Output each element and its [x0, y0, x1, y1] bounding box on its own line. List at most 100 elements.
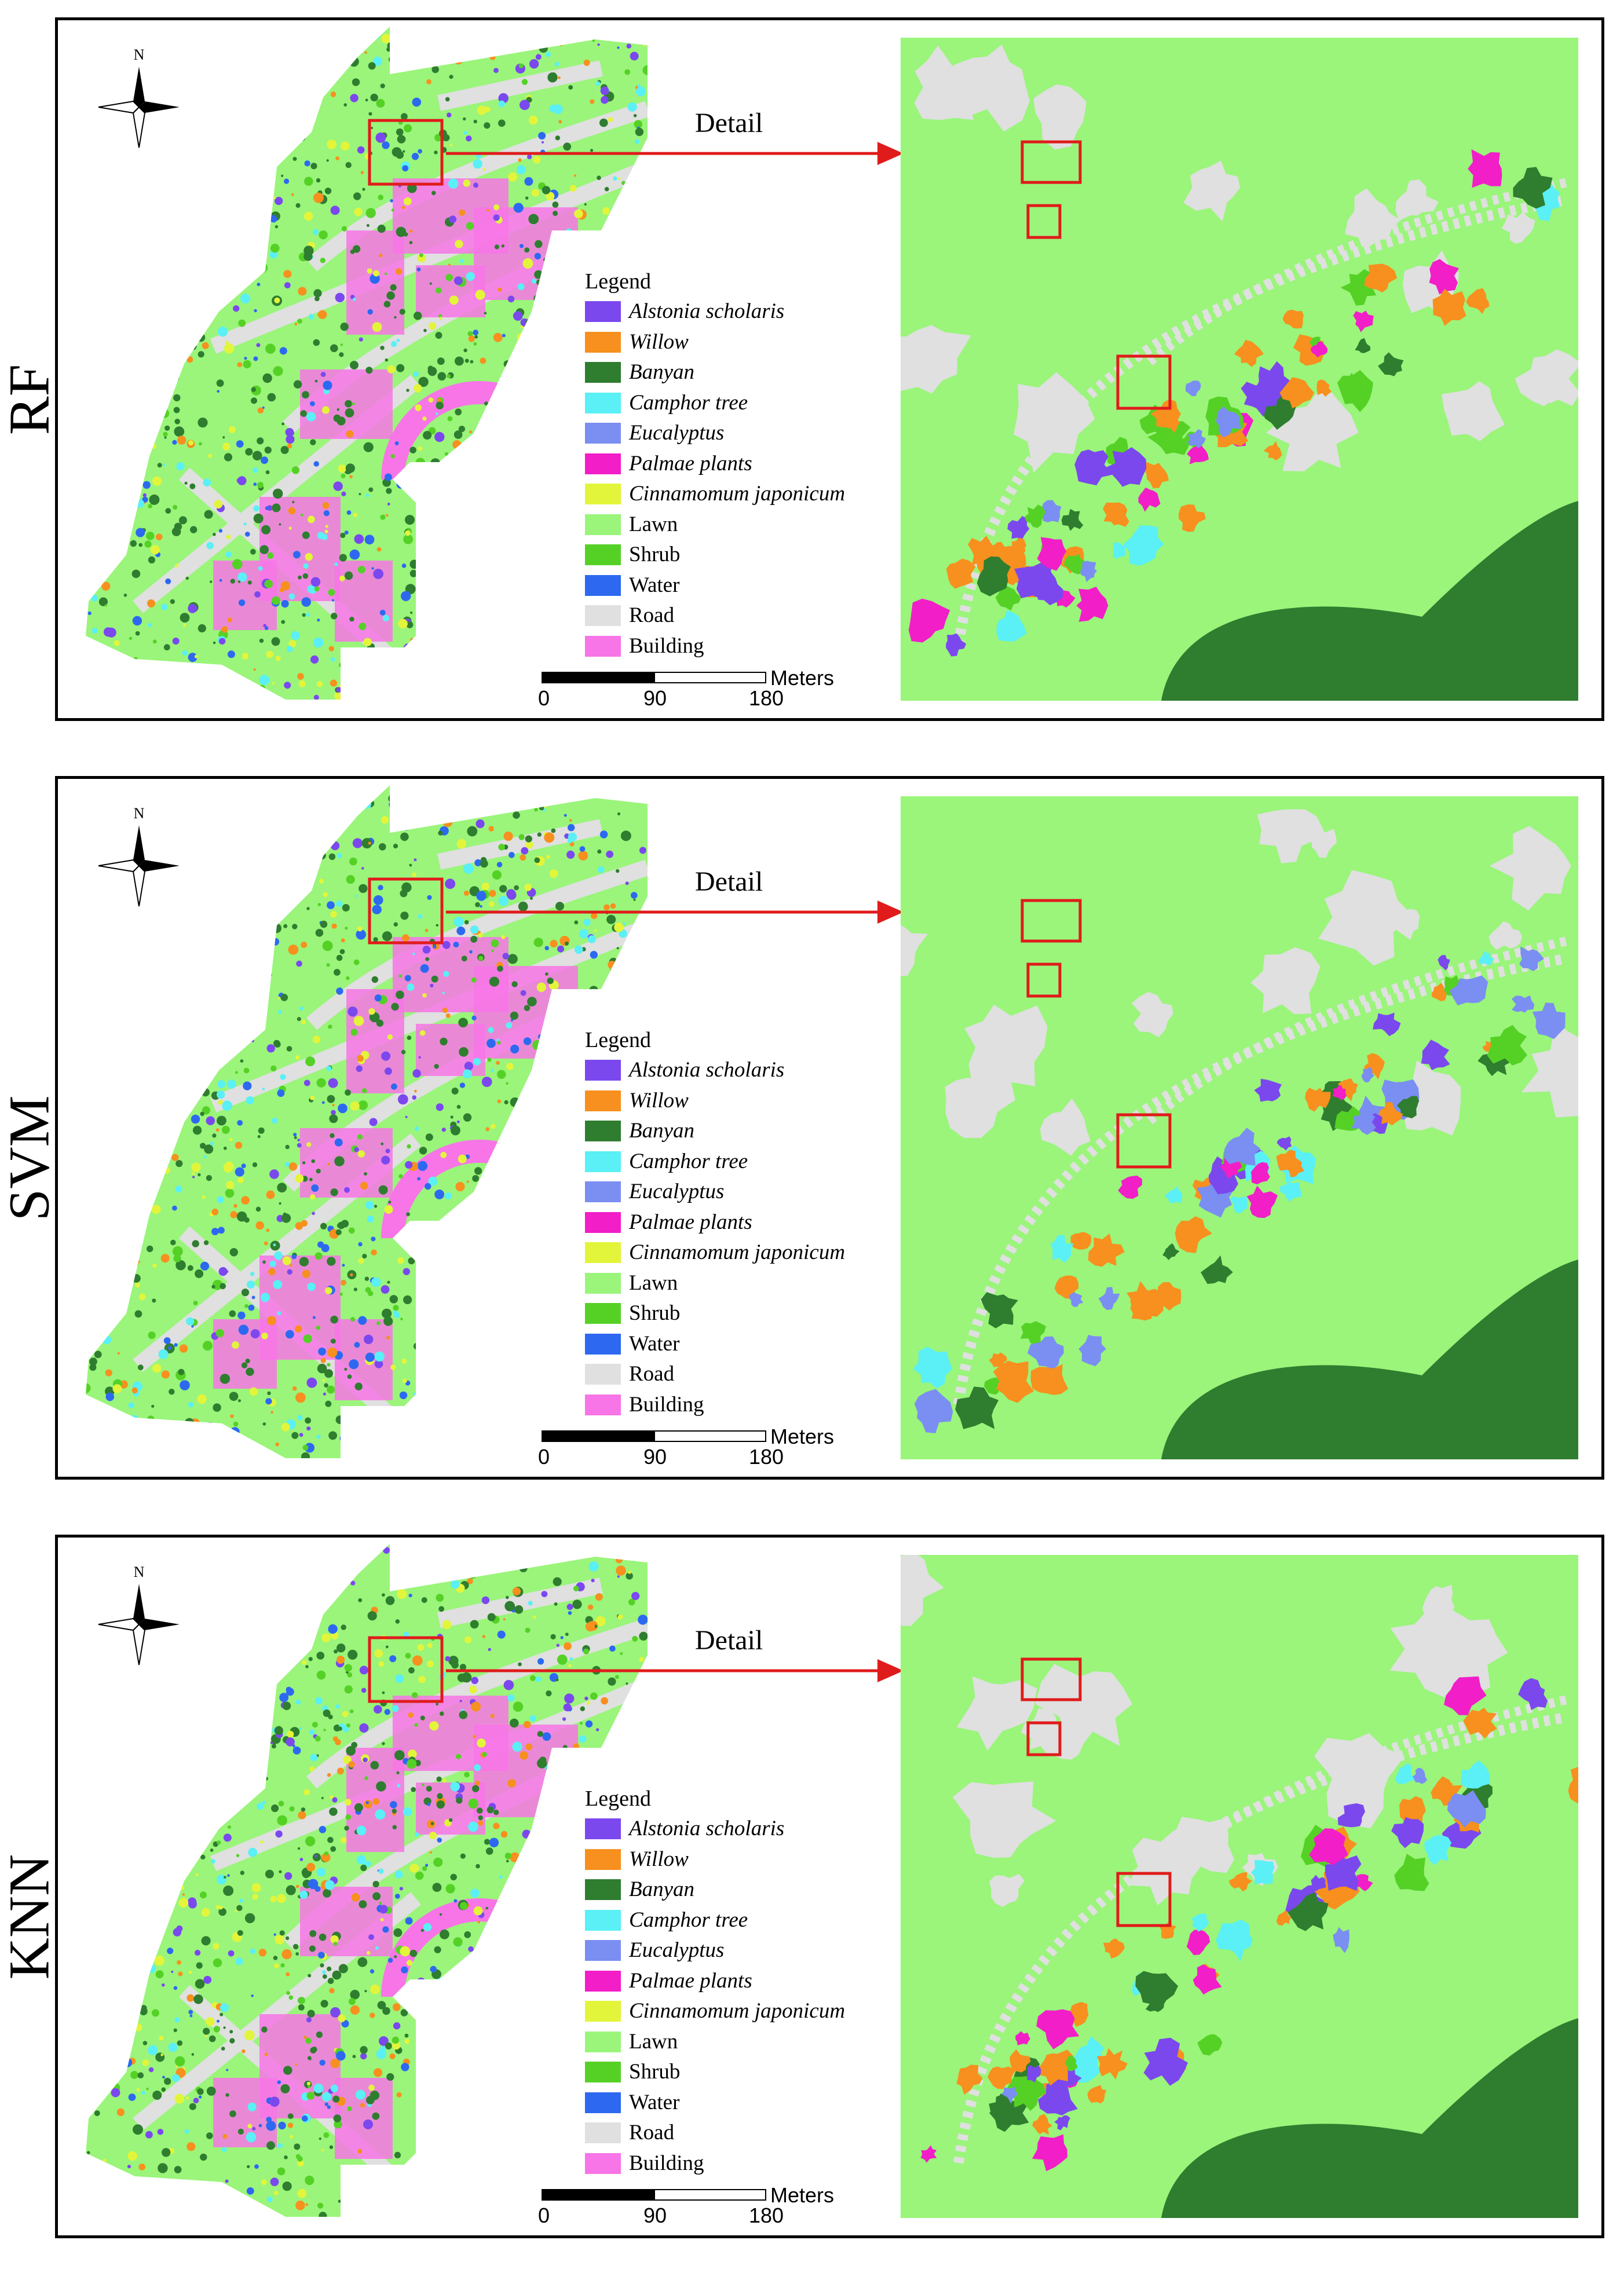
legend-label: Building [629, 1392, 704, 1416]
legend-swatch [585, 362, 621, 383]
legend: Legend Alstonia scholaris Willow Banyan Camp… [585, 266, 909, 661]
legend-swatch [585, 1060, 621, 1081]
legend-swatch [585, 1364, 621, 1385]
legend-swatch [585, 453, 621, 474]
method-label: RF [0, 364, 61, 435]
legend-item: Camphor tree [585, 1905, 909, 1936]
method-label-text: KNN [0, 1854, 61, 1980]
scalebar-black-segment [542, 2189, 655, 2201]
legend-label: Lawn [629, 512, 678, 536]
scalebar-tick: 90 [643, 686, 667, 710]
legend-label: Alstonia scholaris [629, 299, 785, 324]
legend-label: Willow [629, 1088, 689, 1112]
legend-swatch [585, 1940, 621, 1961]
legend-label: Water [629, 1331, 680, 1356]
scalebar: Meters 0 90 180 [538, 666, 843, 718]
legend-label: Shrub [629, 543, 681, 567]
legend-label: Eucalyptus [629, 1938, 725, 1963]
campus-classification-map [86, 785, 648, 1458]
scalebar-white-segment [654, 2189, 766, 2201]
legend-label: Camphor tree [629, 390, 748, 415]
legend-swatch [585, 1849, 621, 1870]
legend-item: Camphor tree [585, 1147, 909, 1177]
overview-map [68, 22, 648, 700]
legend-swatch [585, 1394, 621, 1415]
legend-item: Lawn [585, 2027, 909, 2058]
detail-classification-map [901, 1555, 1578, 2218]
legend-swatch [585, 1818, 621, 1840]
legend-item: Eucalyptus [585, 418, 909, 449]
scalebar-white-segment [654, 672, 766, 683]
legend-label: Building [629, 634, 704, 658]
legend-label: Palmae plants [629, 1210, 752, 1234]
scalebar-tick: 0 [537, 2204, 550, 2227]
legend-item: Banyan [585, 357, 909, 388]
method-label-text: RF [0, 364, 61, 435]
legend-swatch [585, 423, 621, 444]
legend-item: Shrub [585, 2057, 909, 2088]
detail-map [901, 1555, 1578, 2218]
legend-item: Willow [585, 327, 909, 358]
legend-swatch [585, 392, 621, 413]
method-label: SVM [0, 1096, 61, 1221]
legend-swatch [585, 1181, 621, 1203]
legend-item: Cinnamomum japonicum [585, 479, 909, 510]
legend-swatch [585, 1121, 621, 1142]
legend-item: Eucalyptus [585, 1935, 909, 1966]
detail-map [901, 796, 1578, 1459]
legend-label: Eucalyptus [629, 421, 725, 445]
legend-label: Camphor tree [629, 1908, 748, 1932]
scalebar: Meters 0 90 180 [538, 2183, 843, 2235]
legend-item: Water [585, 570, 909, 601]
detail-arrow-icon [446, 142, 904, 165]
detail-label: Detail [695, 108, 763, 138]
overview-map [68, 1539, 648, 2217]
legend-swatch [585, 2122, 621, 2144]
legend-label: Shrub [629, 1301, 681, 1326]
north-arrow: N [96, 1564, 182, 1668]
legend-item: Cinnamomum japonicum [585, 1996, 909, 2027]
legend-label: Palmae plants [629, 1968, 752, 1993]
legend-label: Shrub [629, 2060, 681, 2084]
scalebar-units: Meters [770, 2183, 835, 2207]
legend-item: Road [585, 2118, 909, 2148]
legend-swatch [585, 1303, 621, 1324]
detail-label: Detail [695, 866, 763, 897]
legend-item: Willow [585, 1086, 909, 1117]
legend-item: Road [585, 1359, 909, 1390]
legend-label: Water [629, 573, 680, 597]
legend-label: Water [629, 2090, 680, 2114]
legend-item: Palmae plants [585, 1207, 909, 1238]
detail-arrow-icon [446, 901, 904, 924]
panel-rf: RF N Detail Legend Alstonia scholaris Willow B… [0, 0, 1624, 756]
legend-swatch [585, 514, 621, 535]
legend-swatch [585, 574, 621, 596]
overview-map [68, 781, 648, 1458]
legend-swatch [585, 331, 621, 353]
legend-swatch [585, 1909, 621, 1931]
legend-swatch [585, 484, 621, 505]
legend-label: Palmae plants [629, 451, 752, 475]
compass-rose-icon [98, 67, 180, 148]
north-letter: N [133, 46, 145, 63]
scalebar-tick: 180 [748, 1445, 784, 1469]
north-arrow: N [96, 805, 182, 909]
legend-label: Alstonia scholaris [629, 1058, 785, 1082]
legend-label: Cinnamomum japonicum [629, 1999, 846, 2023]
scalebar: Meters 0 90 180 [538, 1425, 843, 1477]
legend-item: Road [585, 601, 909, 631]
legend-swatch [585, 1333, 621, 1355]
legend-item: Camphor tree [585, 388, 909, 419]
legend-label: Lawn [629, 1271, 678, 1295]
detail-arrow-icon [446, 1659, 904, 1682]
scalebar-tick: 180 [748, 686, 784, 710]
legend-item: Alstonia scholaris [585, 1814, 909, 1844]
legend-swatch [585, 635, 621, 657]
legend-item: Building [585, 2148, 909, 2179]
legend-swatch [585, 544, 621, 566]
scalebar-tick: 90 [643, 1445, 667, 1469]
scalebar-tick: 90 [643, 2204, 667, 2227]
legend-label: Road [629, 1362, 675, 1386]
legend-item: Lawn [585, 1268, 909, 1299]
legend-item: Eucalyptus [585, 1177, 909, 1207]
